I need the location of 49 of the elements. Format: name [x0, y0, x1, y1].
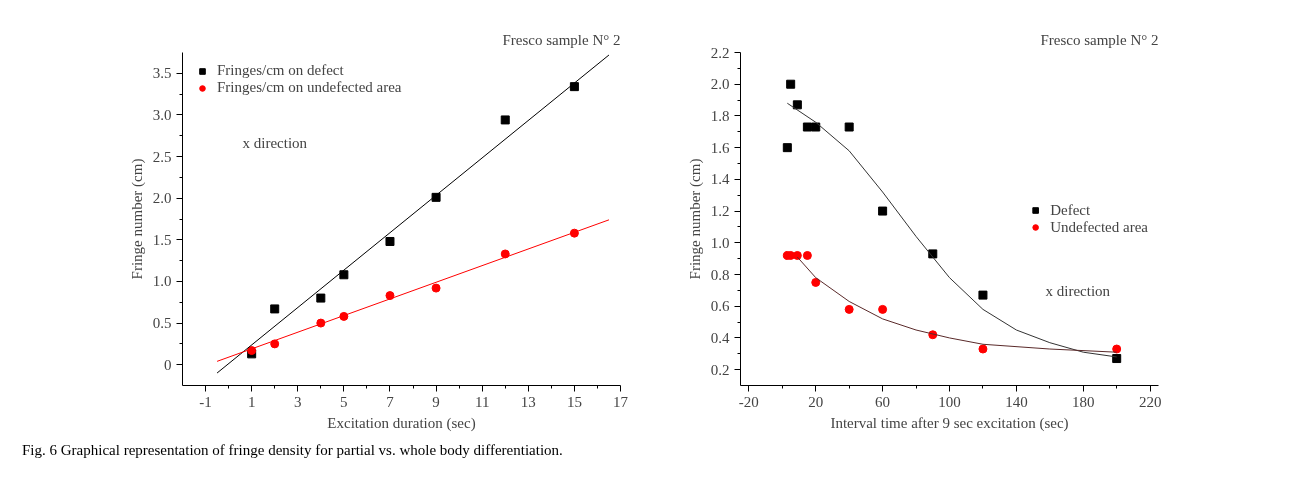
y-tick-label: 1.4: [710, 171, 730, 188]
y-tick-label: 3.0: [152, 106, 172, 123]
chart-title: Fresco sample N° 2: [502, 31, 621, 48]
y-tick-label: 2.0: [152, 190, 172, 207]
annotation: x direction: [242, 134, 308, 151]
x-tick-label: 17: [613, 393, 629, 410]
y-tick-label: 2.2: [710, 44, 730, 61]
caption: Fig. 6 Graphical representation of fringe density for partial vs. whole body differentiation.: [22, 441, 563, 460]
x-tick-label: 180: [1072, 393, 1095, 410]
y-axis-title: Fringe number (cm): [128, 158, 146, 280]
legend-label: Fringes/cm on defect: [217, 62, 344, 79]
y-tick-label: 2.0: [710, 76, 730, 93]
x-axis-title: Interval time after 9 sec excitation (sec): [830, 414, 1069, 432]
x-tick-label: 100: [938, 393, 961, 410]
x-axis-title: Excitation duration (sec): [327, 414, 476, 432]
y-tick-label: 0.2: [710, 361, 730, 378]
x-tick-label: 3: [294, 393, 302, 410]
y-tick-label: 0.4: [710, 329, 730, 346]
legend-label: Fringes/cm on undefected area: [217, 79, 402, 96]
y-tick-label: 1.8: [710, 107, 730, 124]
y-tick-label: 1.5: [152, 231, 172, 248]
chart-title: Fresco sample N° 2: [1040, 31, 1159, 48]
y-tick-label: 0: [164, 356, 172, 373]
x-tick-label: 11: [474, 393, 490, 410]
x-tick-label: 1: [247, 393, 256, 410]
x-tick-label: 7: [386, 393, 395, 410]
legend-label: Defect: [1050, 201, 1091, 219]
y-tick-label: 0.8: [710, 266, 730, 283]
y-tick-label: 1.0: [152, 273, 172, 290]
x-tick-label: 9: [432, 393, 440, 410]
x-tick-label: -1: [199, 393, 212, 410]
y-tick-label: 1.2: [710, 203, 730, 220]
annotation: x direction: [1045, 282, 1111, 299]
x-tick-label: 140: [1005, 393, 1028, 410]
x-tick-label: 15: [566, 393, 582, 410]
x-tick-label: 60: [875, 393, 891, 410]
y-tick-label: 1.0: [710, 234, 730, 251]
y-tick-label: 2.5: [152, 148, 172, 165]
x-tick-label: 220: [1138, 393, 1162, 410]
x-tick-label: 13: [520, 393, 536, 410]
y-tick-label: 0.6: [710, 298, 730, 315]
x-tick-label: 5: [340, 393, 348, 410]
y-tick-label: 0.5: [152, 315, 172, 332]
y-tick-label: 3.5: [152, 65, 172, 82]
x-tick-label: -20: [738, 393, 759, 410]
legend-label: Undefected area: [1050, 218, 1148, 236]
y-tick-label: 1.6: [710, 139, 730, 156]
x-tick-label: 20: [808, 393, 824, 410]
y-axis-title: Fringe number (cm): [686, 158, 704, 280]
